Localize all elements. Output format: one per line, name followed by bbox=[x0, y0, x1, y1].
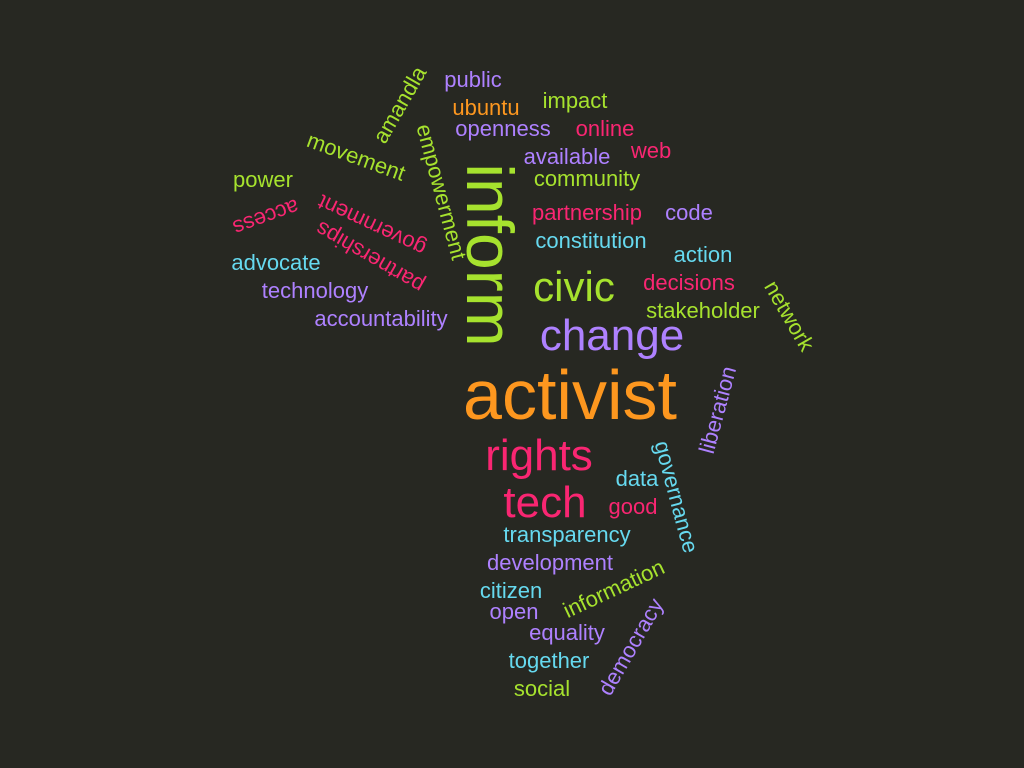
word-code: code bbox=[665, 200, 713, 225]
word-citizen: citizen bbox=[479, 578, 543, 603]
word-together: together bbox=[508, 648, 590, 673]
word-action: action bbox=[673, 242, 733, 267]
word-equality: equality bbox=[529, 620, 605, 645]
word-technology: technology bbox=[261, 278, 369, 303]
word-network: network bbox=[759, 276, 820, 356]
word-good: good bbox=[608, 494, 658, 519]
word-civic: civic bbox=[533, 263, 615, 310]
word-advocate: advocate bbox=[231, 250, 321, 275]
word-tech: tech bbox=[503, 478, 587, 527]
word-partnership: partnership bbox=[531, 200, 643, 225]
word-decisions: decisions bbox=[643, 270, 735, 295]
word-available: available bbox=[523, 144, 611, 169]
word-impact: impact bbox=[542, 88, 608, 113]
word-stakeholder: stakeholder bbox=[646, 298, 760, 323]
word-rights: rights bbox=[485, 431, 593, 480]
word-governance: governance bbox=[649, 438, 704, 556]
word-ubuntu: ubuntu bbox=[452, 95, 520, 120]
word-accountability: accountability bbox=[314, 306, 448, 331]
word-social: social bbox=[513, 676, 571, 701]
word-liberation: liberation bbox=[693, 363, 742, 457]
word-access: access bbox=[229, 194, 303, 241]
word-open: open bbox=[489, 599, 539, 624]
word-constitution: constitution bbox=[535, 228, 647, 253]
word-data: data bbox=[615, 466, 659, 491]
word-change: change bbox=[539, 311, 685, 360]
word-power: power bbox=[233, 167, 293, 192]
word-activist: activist bbox=[463, 356, 677, 434]
word-community: community bbox=[533, 166, 641, 191]
word-web: web bbox=[630, 138, 672, 163]
word-public: public bbox=[444, 67, 502, 92]
word-democracy: democracy bbox=[592, 593, 669, 700]
word-openness: openness bbox=[455, 116, 551, 141]
word-online: online bbox=[575, 116, 635, 141]
word-transparency: transparency bbox=[503, 522, 631, 547]
word-development: development bbox=[487, 550, 613, 575]
